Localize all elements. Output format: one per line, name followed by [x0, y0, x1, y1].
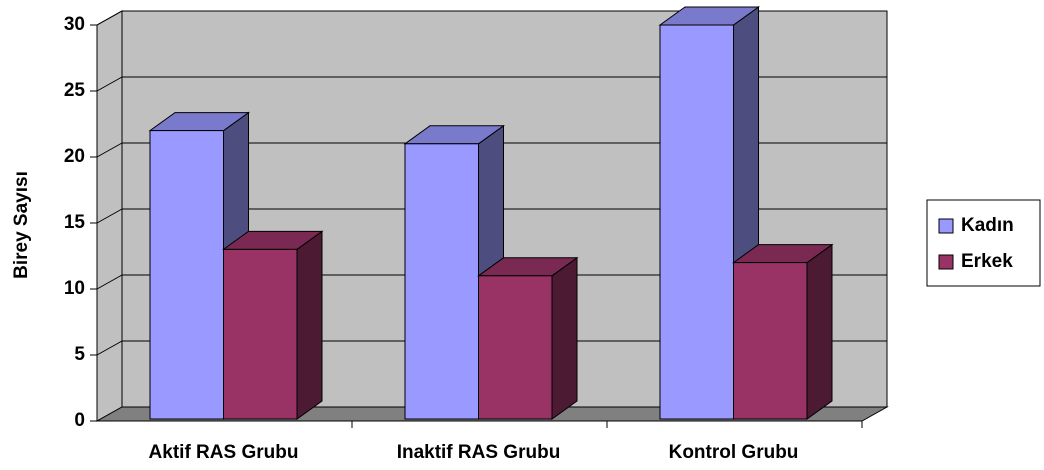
y-axis-label: Birey Sayısı [11, 171, 32, 279]
legend-label: Erkek [961, 251, 1013, 272]
grid-line [96, 10, 123, 26]
grid-line [96, 274, 123, 290]
bar-side [806, 243, 833, 420]
bar-front [659, 24, 734, 420]
bar-front [478, 275, 553, 420]
legend-label: Kadın [961, 215, 1014, 236]
legend-swatch [938, 254, 954, 270]
grid-line [96, 208, 123, 224]
bar-side [551, 256, 578, 420]
bar [221, 230, 324, 420]
bar-front [149, 130, 224, 420]
y-tick-label: 30 [64, 14, 85, 35]
y-tick-label: 5 [74, 344, 85, 365]
y-tick-label: 10 [64, 278, 85, 299]
grid-line [96, 142, 123, 158]
y-tick-label: 0 [74, 410, 85, 431]
bar-side [296, 230, 323, 420]
bar [731, 243, 834, 420]
bar-front [733, 262, 808, 420]
y-tick-label: 15 [64, 212, 86, 233]
y-tick-label: 25 [64, 80, 86, 101]
bars [148, 6, 834, 420]
x-tick-label: Kontrol Grubu [669, 442, 799, 463]
legend-swatch [938, 218, 954, 234]
bar-front [223, 248, 298, 420]
bar-front [404, 143, 479, 420]
legend [926, 199, 1041, 287]
x-tick-label: Aktif RAS Grubu [149, 442, 299, 463]
x-tick-label: Inaktif RAS Grubu [397, 442, 561, 463]
bar [476, 256, 579, 420]
y-tick-label: 20 [64, 146, 85, 167]
grid-line [96, 76, 123, 92]
grid-line [96, 340, 123, 356]
